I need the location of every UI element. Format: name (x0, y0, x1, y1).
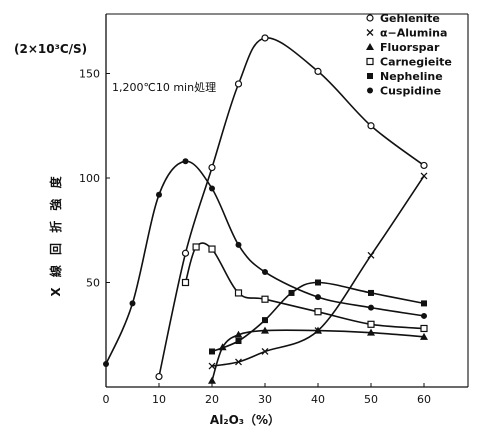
series-fluorspar (208, 326, 428, 384)
data-point-fluorspar (314, 326, 322, 334)
data-point-carnegieite (181, 278, 190, 287)
legend-label-alumina: α−Alumina (380, 27, 447, 40)
data-point-alumina (261, 348, 269, 355)
series-carnegieite (181, 242, 428, 333)
legend-label-carnegieite: Carnegieite (380, 56, 452, 69)
data-point-carnegieite (420, 324, 428, 333)
legend-label-fluorspar: Fluorspar (380, 41, 440, 54)
y-axis-unit: (2×10³C/S) (14, 42, 87, 56)
legend-label-gehlenite: Gehlenite (380, 12, 440, 25)
data-point-gehlenite (367, 122, 375, 130)
data-point-carnegieite (192, 243, 200, 251)
y-tick-label: 50 (86, 277, 100, 290)
data-point-nepheline (235, 338, 242, 345)
data-point-carnegieite (314, 308, 322, 316)
data-point-alumina (367, 251, 375, 259)
data-point-fluorspar (234, 330, 243, 338)
data-point-cuspidine (262, 269, 268, 276)
data-point-gehlenite (261, 34, 269, 42)
x-tick-label: 30 (258, 393, 272, 406)
data-point-cuspidine (209, 185, 215, 192)
x-axis-label: Al₂O₃（%） (210, 412, 280, 427)
data-point-cuspidine (235, 241, 242, 248)
data-point-fluorspar (367, 328, 375, 336)
data-point-carnegieite (208, 245, 216, 253)
data-point-gehlenite (420, 161, 428, 170)
legend-marker-fluorspar (366, 43, 374, 50)
data-point-gehlenite (181, 249, 190, 257)
data-point-alumina (208, 362, 216, 370)
data-point-nepheline (421, 300, 427, 307)
data-point-fluorspar (420, 332, 428, 340)
data-point-nepheline (209, 348, 215, 355)
series-alumina (208, 172, 428, 370)
x-tick-label: 60 (417, 393, 431, 406)
series-group (103, 34, 428, 384)
data-point-nepheline (315, 279, 321, 286)
legend-label-cuspidine: Cuspidine (380, 85, 441, 98)
y-axis-label: X 線 回 折 強 度 (48, 173, 63, 296)
data-point-carnegieite (234, 289, 243, 297)
data-point-cuspidine (129, 300, 136, 307)
series-line-carnegieite (184, 242, 425, 330)
data-point-nepheline (368, 289, 374, 296)
data-point-gehlenite (314, 67, 322, 76)
legend-label-nepheline: Nepheline (380, 70, 443, 83)
series-line-nepheline (211, 281, 425, 353)
legend-marker-alumina (366, 29, 374, 36)
data-point-alumina (420, 172, 428, 180)
data-point-nepheline (288, 289, 295, 296)
axes (105, 13, 469, 388)
condition-annotation: 1,200℃10 min処理 (112, 81, 216, 94)
data-point-cuspidine (368, 304, 374, 311)
data-point-nepheline (262, 317, 268, 324)
x-tick-label: 0 (103, 393, 110, 406)
y-tick-label: 100 (79, 172, 100, 185)
data-point-carnegieite (367, 320, 375, 328)
x-tick-label: 10 (152, 393, 166, 406)
data-point-cuspidine (421, 312, 427, 319)
data-point-carnegieite (261, 295, 269, 303)
data-point-fluorspar (208, 376, 216, 384)
data-point-fluorspar (261, 326, 269, 334)
data-point-cuspidine (315, 294, 321, 301)
series-nepheline (209, 279, 427, 355)
x-tick-label: 40 (311, 393, 325, 406)
series-line-cuspidine (105, 160, 425, 365)
legend-marker-cuspidine (367, 87, 373, 94)
legend-marker-nepheline (367, 73, 373, 79)
y-tick-label: 150 (79, 68, 100, 81)
data-point-cuspidine (182, 158, 189, 165)
data-point-gehlenite (208, 163, 216, 172)
tick-labels: 0 10 20 30 40 50 60 50 100 150 (79, 68, 431, 407)
data-point-cuspidine (156, 191, 162, 198)
x-tick-label: 20 (205, 393, 219, 406)
x-tick-label: 50 (364, 393, 378, 406)
legend-marker-carnegieite (366, 57, 374, 66)
data-point-cuspidine (103, 361, 109, 368)
data-point-gehlenite (155, 372, 163, 381)
data-point-gehlenite (234, 80, 243, 88)
data-point-alumina (235, 358, 242, 366)
legend-marker-gehlenite (366, 14, 374, 22)
series-gehlenite (155, 34, 428, 381)
series-cuspidine (103, 158, 427, 368)
